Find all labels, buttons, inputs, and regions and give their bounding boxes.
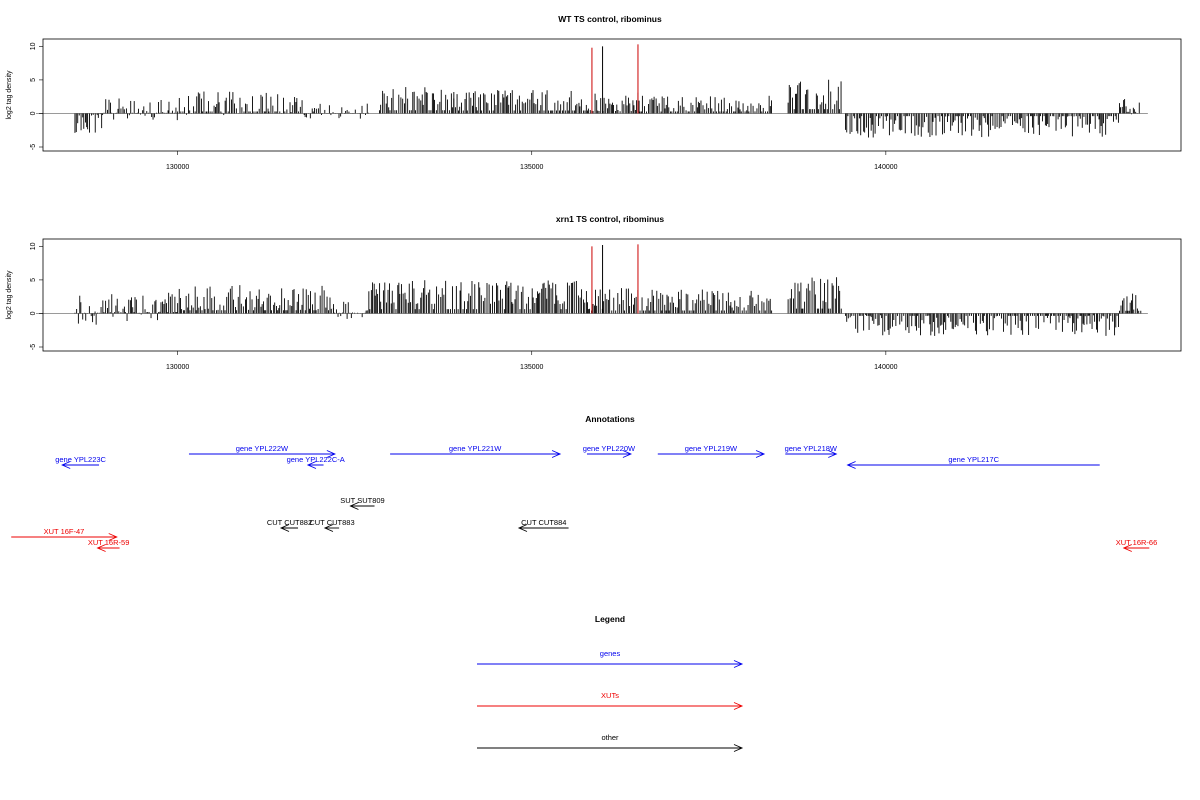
feature-arrow-head	[279, 524, 290, 532]
x-tick-label: 135000	[520, 364, 543, 371]
feature-label: CUT CUT883	[309, 518, 354, 527]
feature-arrow-head	[846, 461, 856, 469]
y-tick-label: 0	[30, 111, 37, 115]
wt-track-title: WT TS control, ribominus	[558, 14, 662, 24]
legend-label: genes	[600, 649, 621, 658]
y-tick-label: 10	[30, 42, 37, 50]
wt-bars	[36, 44, 1148, 138]
x-tick-label: 140000	[874, 364, 897, 371]
feature-label: SUT SUT809	[340, 496, 384, 505]
feature-label: gene YPL223C	[55, 455, 106, 464]
feature-arrow-head	[326, 450, 336, 458]
feature-label: gene YPL219W	[685, 444, 738, 453]
feature-label: gene YPL222W	[236, 444, 289, 453]
feature-arrow-head	[61, 461, 71, 469]
feature-label: XUT 16F-47	[44, 527, 85, 536]
legend-label: XUTs	[601, 691, 619, 700]
feature-label: gene YPL220W	[583, 444, 636, 453]
x-tick-label: 130000	[166, 364, 189, 371]
wt-plot-frame	[42, 38, 1182, 152]
feature-arrow-head	[306, 461, 317, 469]
feature-label: CUT CUT884	[521, 518, 566, 527]
feature-label: gene YPL217C	[948, 455, 999, 464]
x-tick-label: 140000	[874, 164, 897, 171]
feature-label: gene YPL218W	[785, 444, 838, 453]
feature-label: XUT 16R-59	[88, 538, 130, 547]
feature-arrow-head	[517, 524, 528, 532]
annotations-title: Annotations	[585, 414, 635, 424]
y-tick-label: 5	[30, 278, 37, 282]
legend-arrow-head	[733, 660, 744, 668]
feature-arrow-head	[323, 524, 334, 532]
feature-arrow-head	[349, 502, 359, 510]
feature-label: XUT 16R-66	[1116, 538, 1158, 547]
wt-track-panel: WT TS control, ribominus log2 tag densit…	[6, 14, 1182, 171]
feature-label: gene YPL222C-A	[287, 455, 345, 464]
feature-label: CUT CUT882	[267, 518, 312, 527]
legend-items: genes XUTs other	[477, 649, 744, 752]
feature-arrow-head	[828, 450, 838, 458]
feature-arrow-head	[108, 533, 118, 541]
xrn1-y-axis-label: log2 tag density	[6, 270, 13, 320]
xrn1-bars	[36, 244, 1148, 336]
xrn1-track-panel: xrn1 TS control, ribominus log2 tag dens…	[6, 214, 1182, 371]
xrn1-track-title: xrn1 TS control, ribominus	[556, 214, 664, 224]
legend-label: other	[601, 733, 619, 742]
x-tick-label: 130000	[166, 164, 189, 171]
xrn1-plot-frame	[42, 238, 1182, 352]
legend-arrow-head	[733, 702, 744, 710]
feature-label: gene YPL221W	[449, 444, 502, 453]
legend-panel: Legend genes XUTs other	[477, 614, 744, 752]
y-tick-label: 10	[30, 242, 37, 250]
xrn1-axis-ticks: -5 0 5 10 130000 135000 140000	[30, 242, 898, 371]
legend-title: Legend	[595, 614, 625, 624]
legend-arrow-head	[733, 744, 744, 752]
feature-arrow-head	[551, 450, 562, 458]
feature-arrow-head	[96, 544, 106, 552]
x-tick-label: 135000	[520, 164, 543, 171]
annotation-features: gene YPL223C gene YPL222W gene YPL222C-A ge…	[11, 444, 1157, 552]
y-tick-label: 0	[30, 311, 37, 315]
y-tick-label: 5	[30, 78, 37, 82]
feature-arrow-head	[755, 450, 766, 458]
wt-y-axis-label: log2 tag density	[6, 70, 13, 120]
wt-axis-ticks: -5 0 5 10 130000 135000 140000	[30, 42, 898, 171]
feature-arrow-head	[1122, 544, 1132, 552]
feature-arrow-head	[622, 450, 633, 458]
y-tick-label: -5	[30, 144, 37, 150]
y-tick-label: -5	[30, 344, 37, 350]
